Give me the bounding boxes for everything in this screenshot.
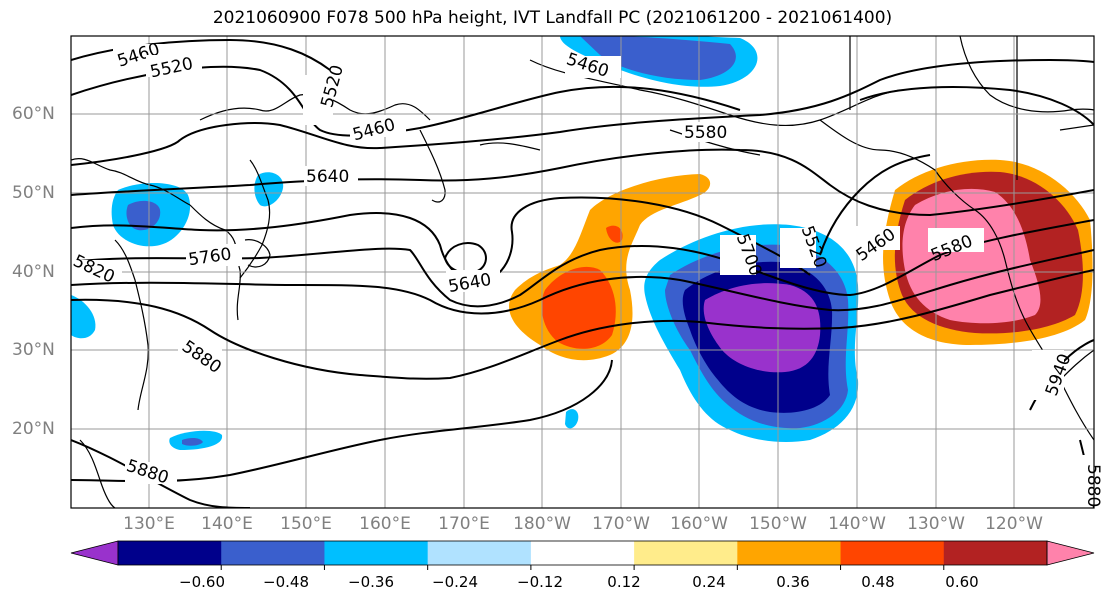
colorbar-tick-label: 0.24 xyxy=(692,573,726,591)
colorbar-tick-label: −0.48 xyxy=(263,573,309,591)
lon-label: 160°W xyxy=(670,514,728,534)
lat-label: 30°N xyxy=(12,340,55,360)
colorbar-segment xyxy=(118,541,222,565)
colorbar xyxy=(70,540,1095,570)
contour-label: 5640 xyxy=(306,167,349,187)
colorbar-tick-label: −0.60 xyxy=(179,573,225,591)
colorbar-tick-label: 0.60 xyxy=(945,573,979,591)
colorbar-frame xyxy=(117,540,1048,566)
lon-label: 180°W xyxy=(513,514,571,534)
lon-label: 130°E xyxy=(123,514,175,534)
gridlines xyxy=(71,36,1094,508)
lon-label: 130°W xyxy=(907,514,965,534)
height-contours xyxy=(71,38,1094,508)
colorbar-tick-label: 0.36 xyxy=(776,573,810,591)
colorbar-tick-label: 0.48 xyxy=(861,573,895,591)
lon-label: 170°W xyxy=(592,514,650,534)
colorbar-segments xyxy=(118,541,1048,565)
colorbar-segment xyxy=(737,541,842,565)
lon-label: 150°W xyxy=(749,514,807,534)
contour-label: 5580 xyxy=(684,123,727,143)
colorbar-segment xyxy=(840,541,945,565)
map-frame xyxy=(70,35,1095,509)
lon-label: 140°W xyxy=(828,514,886,534)
colorbar-tick-label: −0.24 xyxy=(432,573,478,591)
colorbar-segment xyxy=(221,541,325,565)
lon-label: 140°E xyxy=(201,514,253,534)
lon-label: 120°W xyxy=(985,514,1043,534)
colorbar-extend-high xyxy=(1046,540,1095,566)
colorbar-segment xyxy=(324,541,429,565)
contour-label: 5880 xyxy=(1083,464,1103,507)
colorbar-extend-low xyxy=(70,540,119,566)
lon-label: 160°E xyxy=(359,514,411,534)
lat-label: 40°N xyxy=(12,262,55,282)
colorbar-tick-label: −0.36 xyxy=(348,573,394,591)
map-title: 2021060900 F078 500 hPa height, IVT Land… xyxy=(212,8,893,28)
colorbar-tick-label: 0.12 xyxy=(607,573,641,591)
lon-label: 150°E xyxy=(280,514,332,534)
colorbar-segment xyxy=(530,541,635,565)
colorbar-segment xyxy=(634,541,738,565)
colorbar-segment xyxy=(943,541,1048,565)
colorbar-segment xyxy=(427,541,532,565)
lat-label: 20°N xyxy=(12,419,55,439)
colorbar-ticks xyxy=(220,565,945,570)
lon-label: 170°E xyxy=(438,514,490,534)
lat-label: 60°N xyxy=(12,104,55,124)
lat-label: 50°N xyxy=(12,183,55,203)
colorbar-tick-label: −0.12 xyxy=(517,573,563,591)
